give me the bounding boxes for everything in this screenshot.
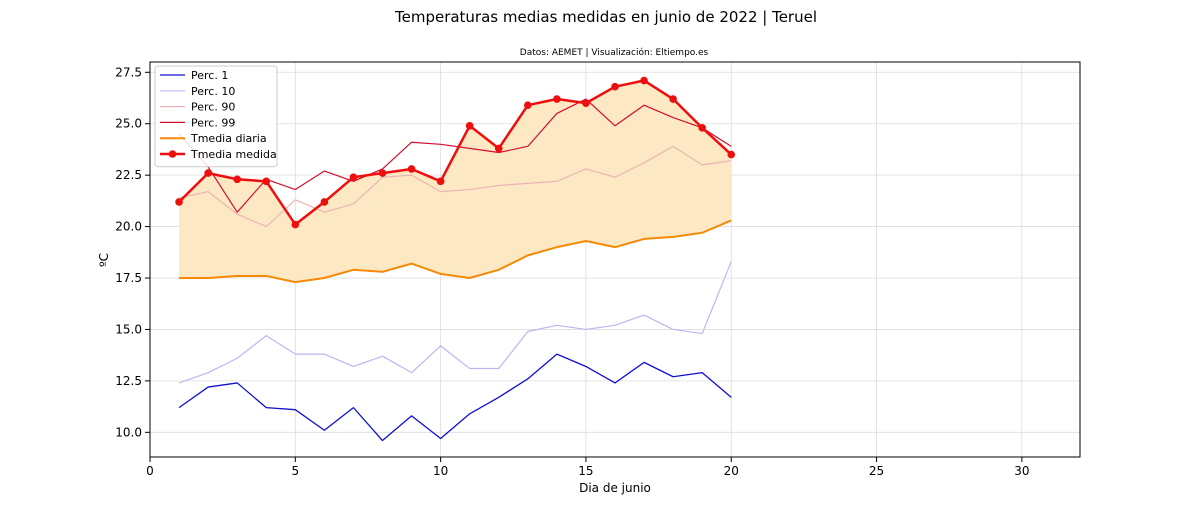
series-line-perc-10 — [178, 261, 732, 384]
x-axis-label: Dia de junio — [579, 481, 651, 495]
data-point — [582, 99, 590, 107]
x-tick-label: 30 — [1014, 464, 1029, 478]
data-point — [175, 198, 183, 206]
data-point — [669, 95, 677, 103]
data-point — [262, 177, 271, 186]
legend-label: Perc. 90 — [191, 101, 235, 114]
legend-label: Perc. 99 — [191, 116, 235, 129]
data-point — [378, 169, 387, 177]
x-tick-label: 20 — [724, 464, 739, 478]
legend: Perc. 1 Perc. 10 Perc. 90 Perc. 99 Tmedia di… — [154, 65, 278, 168]
x-tick-label: 25 — [869, 464, 884, 478]
data-point — [436, 177, 445, 186]
y-axis-label: ºC — [97, 253, 111, 267]
legend-label: Tmedia diaria — [190, 132, 267, 145]
data-point — [524, 101, 532, 110]
data-point — [611, 82, 619, 91]
data-point — [320, 198, 329, 206]
x-tick-label: 5 — [291, 464, 299, 478]
series-line-tmedia-diaria — [179, 219, 732, 284]
data-point — [698, 124, 706, 132]
data-point — [727, 150, 736, 159]
legend-box — [154, 65, 278, 168]
x-axis-ticks: 0 5 10 15 20 25 30 — [146, 457, 1030, 478]
data-point — [407, 165, 416, 173]
series-line-perc-90 — [178, 145, 732, 228]
data-point — [204, 169, 212, 177]
series-line-perc-99 — [178, 98, 732, 213]
legend-label: Perc. 1 — [191, 69, 228, 82]
data-point — [465, 121, 474, 130]
legend-marker — [168, 150, 177, 158]
y-tick-label: 22.5 — [115, 168, 142, 182]
series-markers — [175, 76, 736, 229]
plot-frame — [149, 61, 1081, 458]
data-point — [640, 76, 648, 85]
y-tick-label: 27.5 — [115, 65, 142, 79]
data-point — [553, 95, 561, 103]
fill-band — [179, 80, 732, 283]
series-line-perc-1 — [178, 353, 732, 442]
chart-subtitle: Datos: AEMET | Visualización: Eltiempo.e… — [520, 47, 709, 58]
x-tick-label: 15 — [578, 464, 593, 478]
y-tick-label: 25.0 — [115, 117, 142, 131]
y-tick-label: 17.5 — [115, 271, 142, 285]
data-point — [233, 175, 241, 184]
fill-between-area — [179, 80, 732, 283]
data-point — [349, 173, 358, 182]
y-axis-ticks: 10.0 12.5 15.0 17.5 20.0 22.5 25.0 27.5 — [115, 65, 150, 439]
y-tick-label: 10.0 — [115, 425, 142, 439]
data-point — [494, 144, 503, 153]
legend-label: Perc. 10 — [191, 85, 235, 98]
legend-label: Tmedia medida — [190, 148, 277, 161]
y-tick-label: 12.5 — [115, 374, 142, 388]
series-line-tmedia-medida — [178, 79, 733, 226]
x-tick-label: 10 — [433, 464, 448, 478]
chart-title: Temperaturas medias medidas en junio de … — [394, 8, 817, 26]
x-tick-label: 0 — [146, 464, 154, 478]
data-point — [291, 220, 300, 229]
y-tick-label: 20.0 — [115, 220, 142, 234]
y-tick-label: 15.0 — [115, 322, 142, 336]
series-lines — [178, 79, 733, 442]
